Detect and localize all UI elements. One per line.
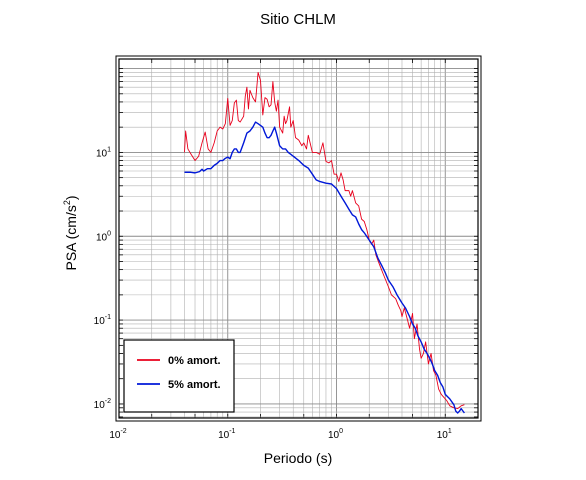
x-tick-label: 10-1 [218, 428, 235, 441]
x-tick-label: 10-2 [109, 428, 126, 441]
tick-labels: 10-2 10-1 100 101 10-2 10-1 100 101 [94, 146, 452, 441]
y-tick-label: 100 [96, 230, 111, 243]
y-tick-label: 10-2 [94, 398, 111, 411]
series-line-1 [184, 121, 465, 414]
y-tick-label: 101 [96, 146, 111, 159]
y-axis-label: PSA (cm/s2) [62, 195, 79, 270]
y-tick-label: 10-1 [94, 314, 111, 327]
legend-label-0pct: 0% amort. [168, 355, 221, 367]
frame-layer [115, 55, 482, 422]
series-line-0 [184, 71, 465, 410]
plot-frame-outer [115, 55, 482, 422]
x-tick-label: 100 [328, 428, 343, 441]
legend-box [123, 339, 235, 413]
legend-label-5pct: 5% amort. [168, 379, 221, 391]
series-layer [184, 71, 465, 414]
plot-frame [118, 58, 479, 419]
x-tick-label: 101 [437, 428, 452, 441]
x-axis-label: Periodo (s) [264, 450, 332, 466]
legend: 0% amort. 5% amort. [123, 339, 235, 413]
chart-title: Sitio CHLM [260, 11, 336, 28]
